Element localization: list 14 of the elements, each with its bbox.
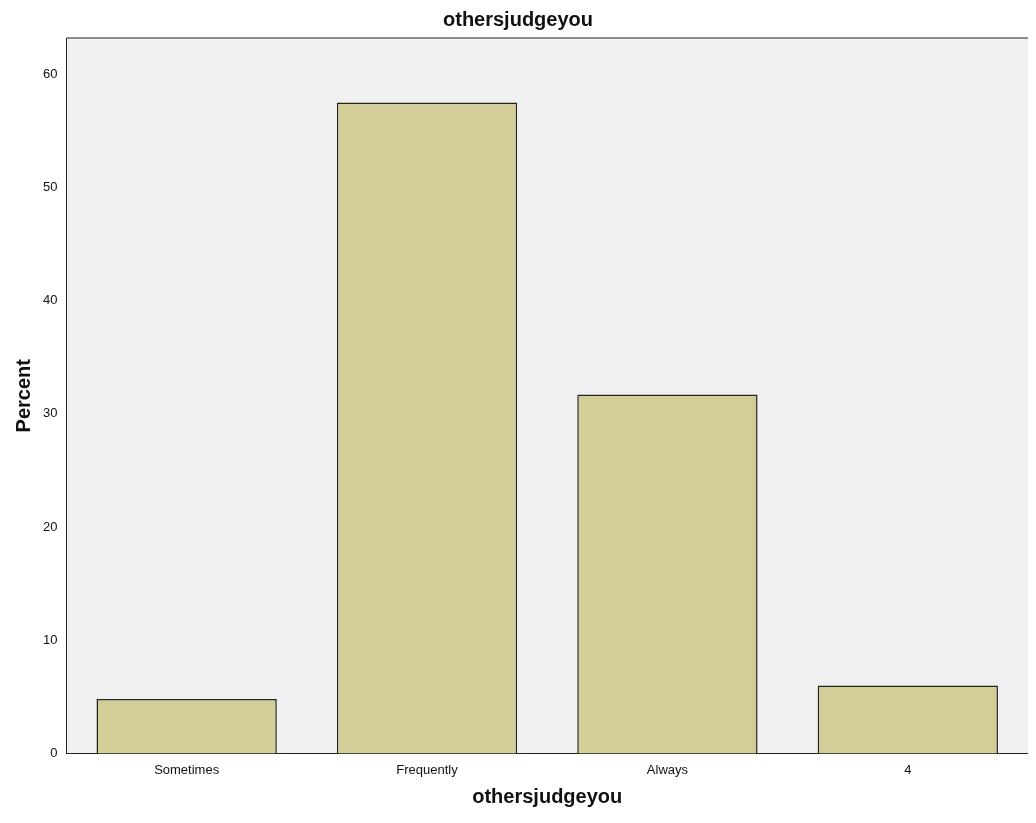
y-tick-label: 60 <box>42 65 58 81</box>
x-tick-label: Sometimes <box>154 761 220 777</box>
x-tick-label: Frequently <box>396 761 459 777</box>
y-tick-label: 30 <box>42 405 58 421</box>
y-tick-label: 40 <box>42 292 58 308</box>
y-tick-label: 10 <box>42 631 58 647</box>
x-axis-title: othersjudgeyou <box>472 784 623 807</box>
y-tick-label: 20 <box>42 518 58 534</box>
x-tick-label: 4 <box>904 761 912 777</box>
y-tick-label: 0 <box>50 744 58 760</box>
x-tick-label: Always <box>646 761 689 777</box>
y-tick-label: 50 <box>42 179 58 194</box>
y-axis-title: Percent <box>11 358 34 433</box>
chart-title: othersjudgeyou <box>442 7 594 30</box>
